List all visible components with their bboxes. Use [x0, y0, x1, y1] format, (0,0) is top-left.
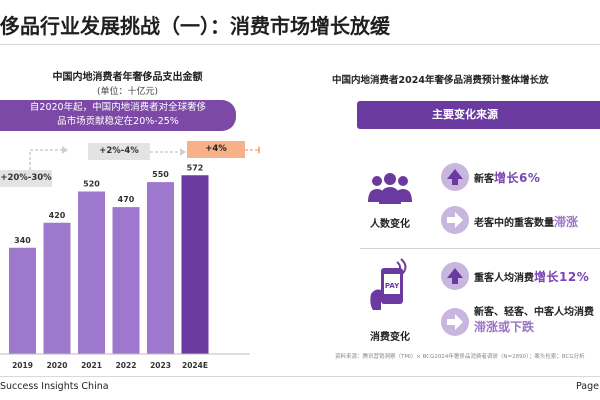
value-label-2020: 420	[49, 211, 66, 220]
bars	[9, 175, 209, 354]
bar-2023	[147, 182, 174, 354]
change-highlight: 增长12%	[534, 270, 590, 284]
growth-label-2019-2021: +20%-30%	[0, 170, 52, 187]
up-arrow-icon	[441, 262, 469, 290]
value-label-2022: 470	[118, 195, 135, 204]
chart-title: 中国内地消费者年奢侈品支出金额	[52, 72, 203, 83]
factor-divider	[360, 248, 600, 249]
growth-label-2021-2023: +2%-4%	[88, 143, 150, 160]
change-new-customers: 新客增长6%	[474, 169, 540, 186]
arrow-2021-2023-head	[180, 148, 186, 156]
page-title: 侈品行业发展挑战（一）：消费市场增长放缓	[0, 14, 390, 38]
right-panel-title: 中国内地消费者2024年奢侈品消费预计整体增长放	[332, 75, 549, 86]
title-divider	[0, 44, 600, 45]
footer-page: Page	[576, 381, 599, 392]
right-arrow-icon	[441, 308, 469, 336]
people-group-icon	[368, 173, 412, 204]
pay-label: PAY	[385, 282, 400, 290]
footer-brand: Success Insights China	[0, 381, 109, 392]
x-tick-2023: 2023	[150, 361, 171, 370]
bar-2022	[112, 207, 140, 354]
arrow-2024-head	[258, 146, 260, 154]
x-tick-labels: 2019 2020 2021 2022 2023 2024E	[12, 361, 208, 370]
bar-2024E	[181, 175, 209, 354]
change-sources-banner: 主要变化来源	[357, 101, 600, 129]
change-prefix: 重客人均消费	[474, 273, 534, 284]
arrow-2019-2021	[29, 149, 62, 170]
change-prefix: 新客、轻客、中客人均消费	[474, 307, 594, 318]
highlight-line-1: 自2020年起，中国内地消费者对全球奢侈	[29, 102, 207, 113]
change-heavy-spending: 重客人均消费增长12%	[474, 268, 589, 285]
bar-2020	[43, 222, 71, 354]
highlight-line-2: 品市场贡献稳定在20%-25%	[57, 116, 179, 127]
x-tick-2022: 2022	[116, 361, 137, 370]
growth-label-2024: +4%	[187, 141, 245, 158]
x-tick-2024E: 2024E	[182, 361, 208, 370]
value-label-2019: 340	[14, 236, 31, 245]
growth-arrows	[29, 146, 260, 170]
bar-2019	[9, 247, 36, 354]
mobile-pay-icon: PAY	[370, 258, 407, 310]
chart-unit: (单位：十亿元)	[96, 87, 159, 97]
change-heavy-customers: 老客中的重客数量滞涨	[474, 213, 578, 230]
change-prefix: 老客中的重客数量	[474, 218, 554, 229]
value-label-2024E: 572	[187, 163, 204, 172]
up-arrow-icon	[441, 163, 469, 191]
change-other-spending: 新客、轻客、中客人均消费 滞涨或下跌	[474, 305, 600, 336]
footer-divider	[0, 376, 600, 377]
value-labels: 340 420 520 470 550 572	[14, 163, 203, 245]
right-arrow-icon	[441, 206, 469, 234]
x-tick-2020: 2020	[47, 361, 68, 370]
factor-label-people: 人数变化	[370, 219, 410, 230]
arrow-2019-2021-head	[62, 146, 68, 154]
change-prefix: 新客	[474, 174, 494, 185]
factor-label-spending: 消费变化	[370, 332, 410, 343]
change-highlight: 滞涨或下跌	[474, 320, 535, 334]
change-highlight: 滞涨	[554, 215, 579, 229]
contribution-highlight: 自2020年起，中国内地消费者对全球奢侈 品市场贡献稳定在20%-25%	[0, 100, 236, 131]
value-label-2023: 550	[152, 170, 169, 179]
x-tick-2019: 2019	[12, 361, 33, 370]
value-label-2021: 520	[83, 180, 100, 189]
change-highlight: 增长6%	[494, 171, 541, 185]
bar-2021	[78, 191, 105, 354]
source-note: 资料来源：腾讯营销洞察（TMI）× BCG2024年奢侈品消费者调研（N=289…	[335, 354, 585, 360]
x-tick-2021: 2021	[81, 361, 102, 370]
